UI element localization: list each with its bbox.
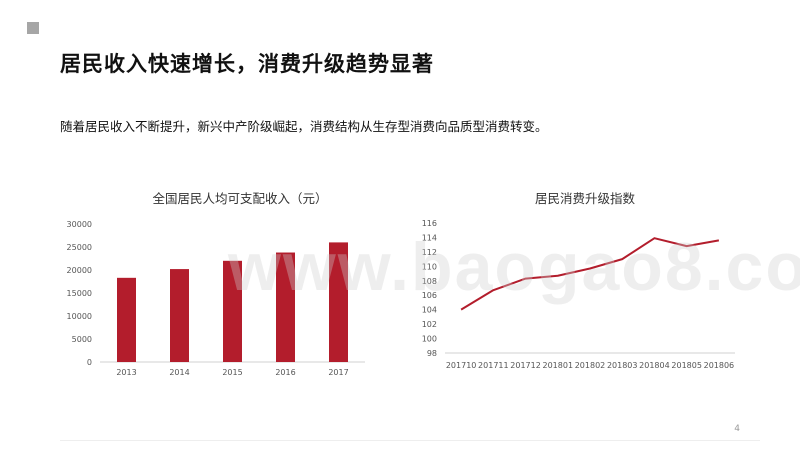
y-tick-label: 100 bbox=[422, 335, 437, 344]
x-tick-label: 2014 bbox=[169, 368, 189, 377]
bar bbox=[276, 252, 295, 362]
bar bbox=[117, 277, 136, 362]
corner-square-decoration bbox=[27, 22, 39, 34]
bar bbox=[170, 269, 189, 362]
x-tick-label: 2015 bbox=[222, 368, 242, 377]
x-tick-label: 201802 bbox=[575, 361, 606, 370]
x-tick-label: 2013 bbox=[116, 368, 136, 377]
bar bbox=[223, 260, 242, 362]
y-tick-label: 104 bbox=[422, 306, 437, 315]
x-tick-label: 201805 bbox=[671, 361, 702, 370]
y-tick-label: 102 bbox=[422, 320, 437, 329]
x-tick-label: 201801 bbox=[543, 361, 574, 370]
y-tick-label: 98 bbox=[427, 349, 437, 358]
x-tick-label: 2017 bbox=[328, 368, 348, 377]
x-tick-label: 201711 bbox=[478, 361, 509, 370]
x-tick-label: 2016 bbox=[275, 368, 295, 377]
y-tick-label: 106 bbox=[422, 291, 437, 300]
y-tick-label: 108 bbox=[422, 277, 437, 286]
y-tick-label: 5000 bbox=[72, 335, 92, 344]
y-tick-label: 25000 bbox=[67, 243, 92, 252]
x-tick-label: 201806 bbox=[704, 361, 735, 370]
slide-title: 居民收入快速增长，消费升级趋势显著 bbox=[60, 52, 434, 76]
x-tick-label: 201710 bbox=[446, 361, 477, 370]
page-number: 4 bbox=[734, 424, 740, 434]
y-tick-label: 20000 bbox=[67, 266, 92, 275]
y-tick-label: 110 bbox=[422, 262, 437, 271]
bar-chart-title: 全国居民人均可支配收入（元） bbox=[152, 191, 328, 206]
bar bbox=[329, 242, 348, 362]
line-chart-title: 居民消费升级指数 bbox=[534, 191, 635, 206]
footer-divider bbox=[60, 440, 760, 441]
y-tick-label: 30000 bbox=[67, 220, 92, 229]
y-tick-label: 112 bbox=[422, 248, 437, 257]
y-tick-label: 114 bbox=[422, 233, 437, 242]
x-tick-label: 201804 bbox=[639, 361, 670, 370]
income-bar-chart: 0 5000 10000 15000 20000 25000 30000 2013 2014 20… bbox=[67, 220, 365, 377]
slide-subtitle: 随着居民收入不断提升，新兴中产阶级崛起，消费结构从生存型消费向品质型消费转变。 bbox=[60, 119, 548, 134]
x-tick-label: 201712 bbox=[510, 361, 541, 370]
series-line bbox=[460, 237, 720, 311]
y-tick-label: 116 bbox=[422, 219, 437, 228]
y-tick-label: 15000 bbox=[67, 289, 92, 298]
x-tick-label: 201803 bbox=[607, 361, 638, 370]
watermark: www.baogao8.com bbox=[228, 229, 800, 305]
y-tick-label: 0 bbox=[87, 358, 92, 367]
y-tick-label: 10000 bbox=[67, 312, 92, 321]
